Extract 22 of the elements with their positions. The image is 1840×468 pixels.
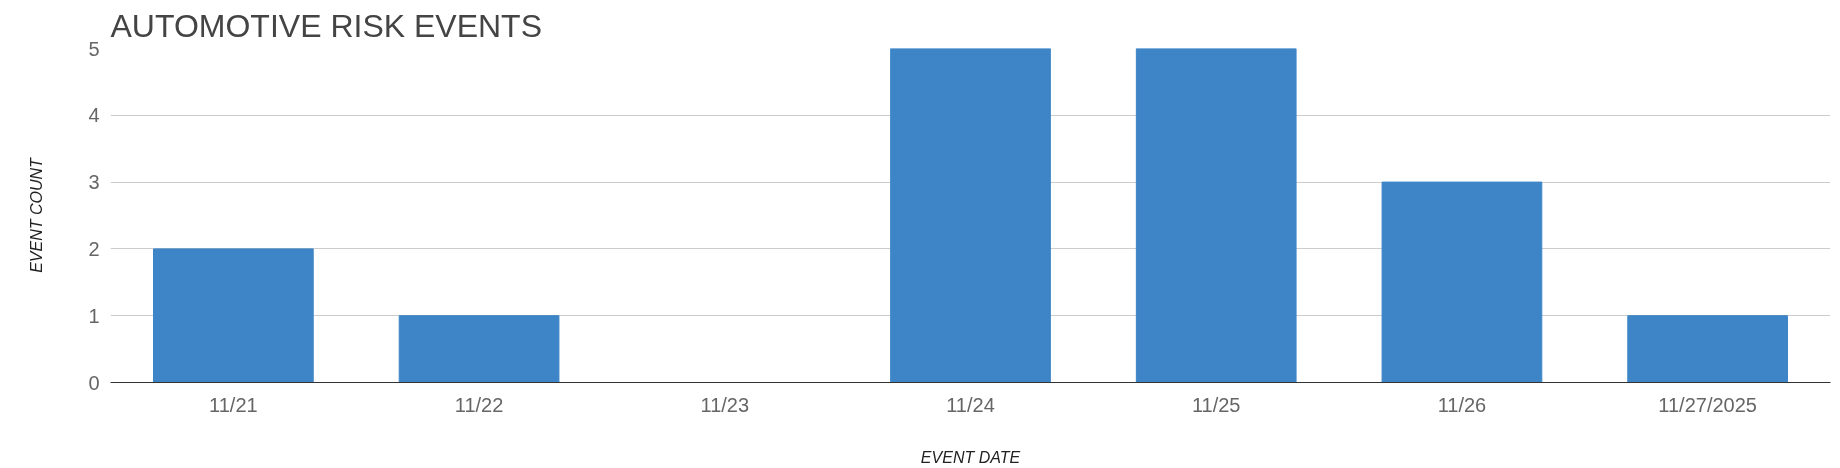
chart-title: AUTOMOTIVE RISK EVENTS: [110, 7, 542, 44]
x-axis-title: EVENT DATE: [920, 448, 1021, 466]
y-tick-label: 1: [88, 304, 100, 327]
bar: [153, 248, 314, 383]
bar: [398, 315, 560, 383]
x-tick-label: 11/22: [454, 393, 504, 416]
y-tick-label: 0: [88, 371, 100, 394]
y-tick-label: 5: [88, 37, 100, 60]
x-tick-label: 11/24: [946, 393, 995, 416]
x-tick-label: 11/25: [1191, 393, 1241, 416]
x-tick-label: 11/26: [1437, 393, 1487, 416]
x-tick-label: 11/23: [700, 393, 750, 416]
bar: [1627, 315, 1788, 383]
y-tick-label: 3: [88, 171, 100, 194]
y-axis-title: EVENT COUNT: [28, 156, 46, 273]
bar: [1135, 48, 1297, 383]
y-tick-label: 4: [88, 104, 100, 127]
y-tick-label: 2: [88, 237, 100, 260]
x-tick-label: 11/21: [209, 393, 258, 416]
x-tick-label: 11/27/2025: [1658, 393, 1757, 416]
bar: [890, 48, 1051, 383]
bar: [1381, 181, 1543, 383]
